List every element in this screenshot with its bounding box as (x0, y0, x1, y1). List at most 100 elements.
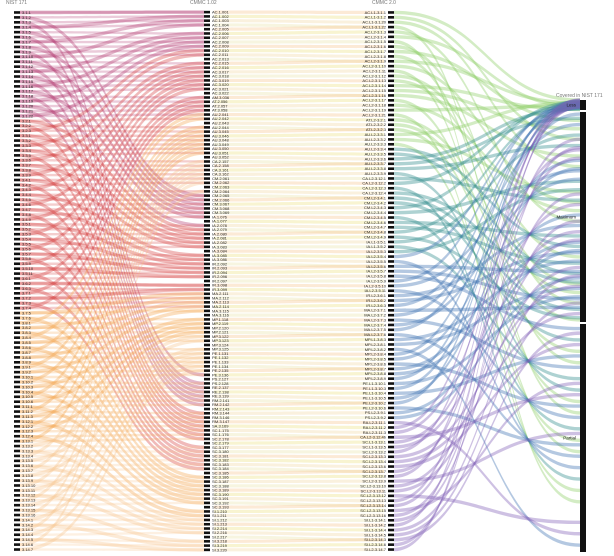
node-nist-171 (14, 55, 20, 59)
node-nist-171 (14, 336, 20, 339)
node-cmmc-20 (388, 460, 394, 463)
link-nist-to-cmmc102 (20, 360, 204, 492)
link-nist-to-cmmc102 (20, 193, 204, 197)
node-nist-171 (14, 311, 20, 315)
node-nist-171 (14, 528, 20, 532)
node-label-nist-171: 3.14.6 (22, 542, 34, 547)
node-label-nist-171: 3.7.2 (22, 296, 32, 301)
link-cmmc102-to-cmmc20 (214, 189, 384, 195)
link-cmmc102-to-cmmc20 (214, 262, 384, 268)
node-nist-171 (14, 139, 20, 142)
node-label-cmmc-20: SI.L1-3.14.5 (364, 532, 387, 537)
node-cmmc-20 (388, 255, 394, 258)
node-label-cmmc-102: MA.3.116 (212, 313, 230, 318)
node-label-cmmc-102: MP.1.118 (212, 317, 229, 322)
node-cmmc-20 (388, 11, 394, 14)
node-nist-171 (14, 449, 20, 453)
node-label-nist-171: 3.13.3 (22, 448, 34, 453)
node-label-nist-171: 3.12.2 (22, 424, 34, 429)
link-cmmc20-to-coverage (394, 113, 580, 493)
link-nist-to-cmmc102 (20, 286, 204, 467)
node-label-cmmc-20: CM.L2-3.4.9 (364, 234, 387, 239)
node-label-cmmc-20: PS.L2-3.9.2 (365, 415, 387, 420)
link-cmmc20-to-coverage (394, 331, 580, 542)
node-cmmc-102 (204, 505, 210, 509)
node-nist-171 (14, 25, 20, 29)
link-cmmc20-to-coverage (394, 44, 580, 305)
node-label-cmmc-102: SI.3.218 (212, 539, 228, 544)
node-cmmc-102 (204, 224, 210, 227)
node-label-cmmc-102: AC.3.022 (212, 91, 229, 96)
link-cmmc102-to-cmmc20 (214, 303, 384, 309)
link-nist-to-cmmc102 (20, 159, 204, 163)
node-label-cmmc-20: IA.L2-3.5.11 (365, 288, 387, 293)
link-cmmc102-to-cmmc20 (214, 249, 384, 254)
node-cmmc-20 (388, 523, 394, 527)
node-label-cmmc-20: AC.L1-3.1.1 (365, 10, 387, 15)
node-label-cmmc-102: SC.3.184 (212, 466, 229, 471)
node-label-cmmc-102: RM.2.143 (212, 406, 230, 411)
link-nist-to-cmmc102 (20, 237, 204, 241)
link-cmmc20-to-coverage (394, 362, 580, 408)
node-nist-171 (14, 479, 20, 482)
link-cmmc102-to-cmmc20 (214, 196, 384, 202)
node-label-cmmc-20: CA.L2-3.12.1 (362, 176, 386, 181)
node-nist-171 (14, 252, 20, 256)
link-nist-to-cmmc102 (20, 360, 204, 364)
node-label-nist-171: 3.4.6 (22, 202, 32, 207)
node-nist-171 (14, 163, 20, 167)
link-nist-to-cmmc102 (20, 94, 204, 403)
node-label-cmmc-102: PE.1.134 (212, 364, 229, 369)
node-cmmc-102 (204, 262, 210, 266)
link-nist-to-cmmc102 (20, 109, 204, 407)
node-nist-171 (14, 223, 20, 226)
link-cmmc102-to-cmmc20 (214, 167, 384, 172)
link-cmmc20-to-coverage (394, 305, 580, 312)
node-cmmc-102 (204, 151, 210, 155)
node-label-cmmc-20: MP.L2-3.8.9 (365, 376, 387, 381)
link-nist-to-cmmc102 (20, 163, 204, 245)
node-cmmc-20 (388, 299, 394, 302)
node-label-cmmc-102: MA.2.112 (212, 295, 230, 300)
node-label-cmmc-20: SI.L1-3.14.4 (364, 527, 387, 532)
link-nist-to-cmmc102 (20, 245, 204, 251)
node-nist-171 (14, 508, 20, 512)
node-label-cmmc-102: AC.1.001 (212, 10, 229, 15)
node-label-cmmc-102: SC.3.177 (212, 445, 229, 450)
link-nist-to-cmmc102 (20, 138, 204, 142)
link-nist-to-cmmc102 (20, 364, 204, 537)
node-nist-171 (14, 124, 20, 128)
link-cmmc20-to-coverage (394, 20, 580, 169)
node-cmmc-102 (204, 386, 210, 389)
node-label-nist-171: 3.1.3 (22, 20, 32, 25)
node-label-cmmc-20: SC.L2-3.13.10 (360, 483, 387, 488)
node-nist-171 (14, 40, 20, 44)
link-nist-to-cmmc102 (20, 198, 204, 202)
node-cmmc-102 (204, 360, 210, 364)
node-cmmc-102 (204, 510, 210, 513)
node-label-nist-171: 3.3.1 (22, 133, 32, 138)
link-cmmc102-to-cmmc20 (214, 467, 384, 474)
node-label-cmmc-20: PE.L1-3.10.3 (363, 386, 387, 391)
link-cmmc102-to-cmmc20 (214, 513, 384, 518)
node-cmmc-20 (388, 343, 394, 346)
node-nist-171 (14, 208, 20, 211)
node-cmmc-102 (204, 326, 210, 330)
node-cmmc-20 (388, 177, 394, 180)
node-label-cmmc-20: AT.L2-3.2.2 (366, 122, 387, 127)
node-label-cmmc-102: AC.2.013 (212, 56, 229, 61)
link-cmmc102-to-cmmc20 (214, 479, 384, 484)
node-nist-171 (14, 474, 20, 477)
node-cmmc-102 (204, 185, 210, 189)
node-nist-171 (14, 296, 20, 300)
node-cmmc-20 (388, 426, 394, 429)
link-nist-to-cmmc102 (20, 296, 204, 300)
node-label-nist-171: 3.14.2 (22, 522, 34, 527)
node-label-cmmc-20: SI.L2-3.14.3 (364, 537, 387, 542)
link-cmmc20-to-coverage (394, 177, 580, 327)
node-cmmc-20 (388, 50, 394, 53)
link-nist-to-cmmc102 (20, 134, 204, 384)
link-cmmc102-to-cmmc20 (214, 283, 384, 288)
node-label-cmmc-20: AC.L2-3.1.4 (365, 34, 387, 39)
link-nist-to-cmmc102 (20, 459, 204, 463)
